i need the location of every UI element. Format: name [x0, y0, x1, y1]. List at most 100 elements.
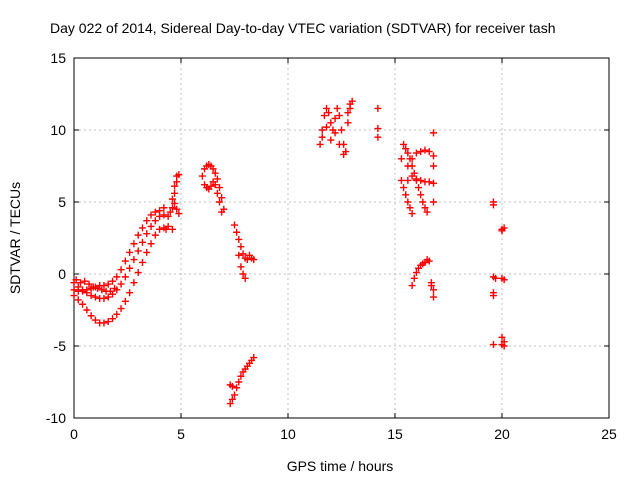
data-point	[143, 217, 151, 225]
data-point	[117, 266, 125, 274]
data-point	[213, 175, 221, 183]
data-point	[87, 292, 95, 300]
x-axis-label: GPS time / hours	[287, 458, 394, 474]
data-point	[83, 306, 91, 314]
data-point	[130, 240, 138, 248]
data-point	[489, 201, 497, 209]
data-point	[489, 341, 497, 349]
series-1	[70, 222, 176, 327]
data-point	[100, 319, 108, 327]
data-point	[415, 184, 423, 192]
data-point	[147, 211, 155, 219]
y-tick-label: 15	[50, 50, 66, 66]
data-point	[218, 194, 226, 202]
data-point	[134, 269, 142, 277]
data-point	[327, 119, 335, 127]
data-point	[374, 104, 382, 112]
data-point	[151, 231, 159, 239]
series-14	[489, 198, 508, 350]
data-point	[397, 176, 405, 184]
data-point	[430, 198, 438, 206]
y-tick-label: 5	[58, 194, 66, 210]
plot-frame	[73, 57, 610, 419]
data-point	[91, 316, 99, 324]
data-point	[147, 222, 155, 230]
data-point	[430, 129, 438, 137]
data-point	[489, 292, 497, 300]
data-point	[241, 274, 249, 282]
data-point	[100, 282, 108, 290]
data-point	[327, 136, 335, 144]
data-point	[138, 224, 146, 232]
data-point	[316, 140, 324, 148]
y-tick-label: 10	[50, 122, 66, 138]
data-point	[235, 251, 243, 259]
data-point	[104, 293, 112, 301]
data-point	[100, 294, 108, 302]
data-point	[151, 217, 159, 225]
data-point	[233, 228, 241, 236]
data-point	[408, 282, 416, 290]
data-point	[412, 149, 420, 157]
data-point	[320, 112, 328, 120]
x-tick-label: 5	[177, 426, 185, 442]
data-point	[175, 171, 183, 179]
data-point	[231, 391, 238, 399]
data-point	[237, 243, 245, 251]
data-point	[430, 179, 438, 187]
data-point	[235, 235, 243, 243]
y-tick-label: -5	[54, 338, 67, 354]
data-point	[226, 400, 234, 408]
data-point	[207, 182, 215, 190]
data-point	[211, 169, 219, 177]
series-5	[160, 171, 183, 233]
data-point	[500, 342, 508, 350]
data-point	[121, 297, 129, 305]
data-point	[226, 381, 234, 389]
series-4	[72, 276, 119, 295]
data-point	[218, 208, 226, 216]
data-point	[171, 199, 179, 207]
data-point	[134, 231, 142, 239]
data-point	[151, 208, 159, 216]
data-point	[138, 258, 146, 266]
data-point	[344, 119, 352, 127]
data-point	[408, 155, 416, 163]
data-point	[235, 378, 243, 386]
data-point	[175, 210, 183, 218]
data-point	[402, 191, 410, 199]
data-point	[228, 395, 236, 403]
data-point	[400, 184, 408, 192]
data-point	[160, 211, 168, 219]
data-point	[134, 247, 142, 255]
data-point	[173, 205, 181, 213]
data-point	[171, 182, 179, 190]
data-point	[121, 257, 129, 265]
data-point	[344, 109, 352, 117]
series-11	[397, 129, 438, 216]
data-point	[168, 225, 176, 233]
data-point	[404, 198, 412, 206]
data-point	[91, 293, 99, 301]
data-point	[423, 208, 431, 216]
data-point	[216, 198, 224, 206]
data-point	[421, 146, 429, 154]
data-point	[331, 129, 339, 137]
data-point	[404, 162, 412, 170]
data-point	[492, 274, 500, 282]
data-point	[318, 126, 326, 134]
data-point	[412, 269, 420, 277]
data-point	[402, 145, 410, 153]
data-point	[318, 133, 326, 141]
data-point	[216, 184, 224, 192]
data-point	[408, 210, 416, 218]
data-point	[331, 114, 339, 122]
data-point	[87, 312, 95, 320]
data-point	[425, 148, 433, 156]
data-point	[498, 227, 506, 235]
data-point	[419, 198, 427, 206]
data-point	[323, 104, 331, 112]
data-point	[79, 287, 87, 295]
data-point	[335, 140, 343, 148]
data-point	[89, 283, 97, 291]
